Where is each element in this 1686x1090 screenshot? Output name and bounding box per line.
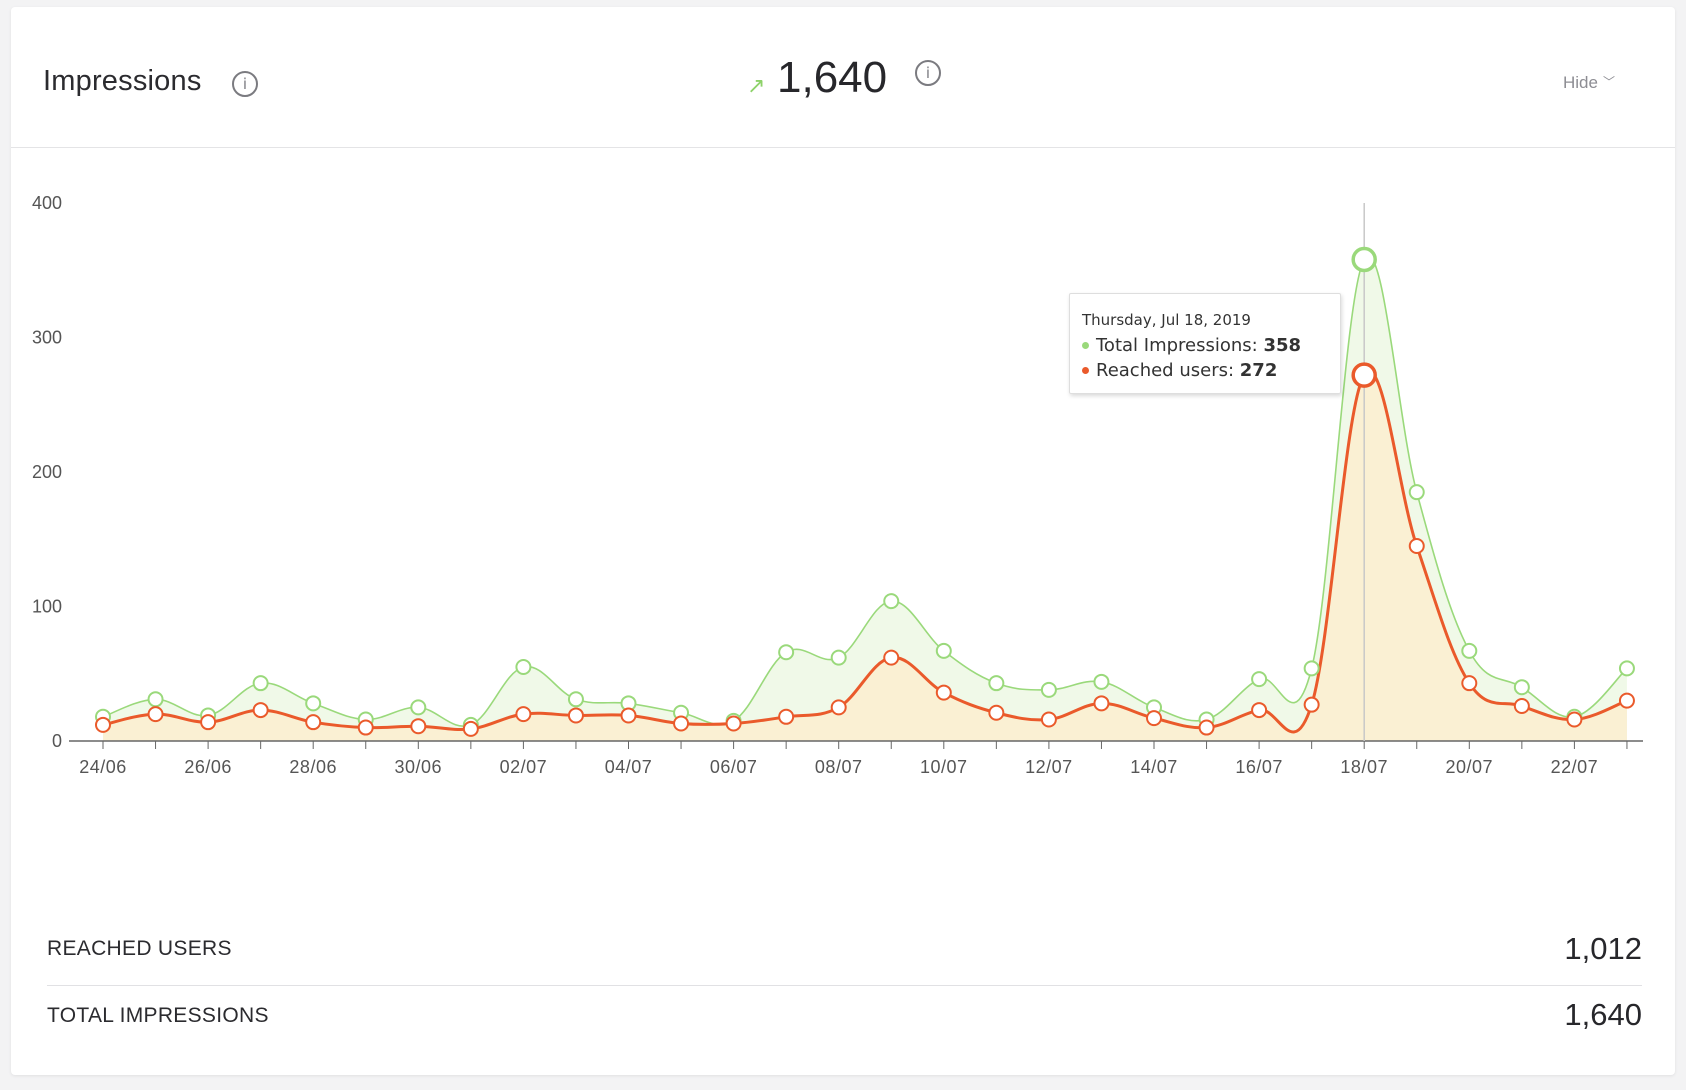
y-tick-label: 400 <box>32 193 62 213</box>
total-impressions-point[interactable] <box>988 675 1005 692</box>
impressions-chart: 0 100 200 300 400 24/06 26/06 28/06 30/06 02/07 0… <box>32 193 1643 777</box>
series-area <box>103 371 1627 741</box>
total-impressions-point[interactable] <box>1408 484 1425 501</box>
reached-users-point[interactable] <box>305 714 322 731</box>
card-header: Impressions i ↗ 1,640 i Hide ﹀ <box>11 7 1675 148</box>
reached-users-point[interactable] <box>1618 692 1635 709</box>
x-tick-label: 20/07 <box>1446 757 1494 777</box>
total-impressions-point[interactable] <box>1351 246 1377 273</box>
info-icon[interactable]: i <box>232 71 258 97</box>
total-impressions-point[interactable] <box>515 659 532 676</box>
reached-users-point[interactable] <box>1093 695 1110 712</box>
y-tick-label: 0 <box>52 731 62 751</box>
total-dot-icon <box>1082 342 1089 349</box>
tooltip-reached-label: Reached users: <box>1096 360 1235 381</box>
tooltip-total-value: 358 <box>1263 335 1302 356</box>
reached-users-point[interactable] <box>147 706 164 723</box>
total-impressions-point[interactable] <box>252 675 269 692</box>
reached-users-point[interactable] <box>1461 675 1478 692</box>
reached-users-point[interactable] <box>1040 711 1057 728</box>
total-impressions-point[interactable] <box>1040 681 1057 698</box>
reached-users-point[interactable] <box>252 702 269 719</box>
tooltip-date: Thursday, Jul 18, 2019 <box>1082 311 1251 329</box>
x-tick-label: 28/06 <box>289 757 337 777</box>
reached-users-point[interactable] <box>1198 719 1215 736</box>
total-value: 1,640 <box>777 53 888 102</box>
tooltip-reached-value: 272 <box>1239 360 1278 381</box>
total-impressions-point[interactable] <box>1251 671 1268 688</box>
x-tick-label: 24/06 <box>79 757 127 777</box>
y-tick-label: 300 <box>32 328 62 348</box>
reached-users-point[interactable] <box>620 707 637 724</box>
y-tick-label: 200 <box>32 462 62 482</box>
total-impressions-point[interactable] <box>1618 660 1635 677</box>
reached-users-label: REACHED USERS <box>47 937 232 960</box>
x-tick-label: 18/07 <box>1340 757 1388 777</box>
trend-up-icon: ↗ <box>747 73 766 98</box>
total-impressions-point[interactable] <box>1093 673 1110 690</box>
x-tick-label: 14/07 <box>1130 757 1178 777</box>
tooltip-reached-row: Reached users: 272 <box>1082 358 1340 383</box>
total-impressions-point[interactable] <box>1461 642 1478 659</box>
reached-users-point[interactable] <box>1566 711 1583 728</box>
reached-users-point[interactable] <box>673 715 690 732</box>
x-tick-label: 22/07 <box>1551 757 1599 777</box>
x-tick-label: 26/06 <box>184 757 232 777</box>
total-impressions-point[interactable] <box>830 649 847 666</box>
reached-users-point[interactable] <box>1251 702 1268 719</box>
x-tick-label: 04/07 <box>605 757 653 777</box>
reached-users-point[interactable] <box>357 719 374 736</box>
total-impressions-point[interactable] <box>778 644 795 661</box>
y-tick-label: 100 <box>32 597 62 617</box>
hide-button[interactable]: Hide ﹀ <box>1563 73 1615 93</box>
total-impressions-value: 1,640 <box>1564 997 1642 1032</box>
reached-users-point[interactable] <box>1408 537 1425 554</box>
x-tick-label: 16/07 <box>1235 757 1283 777</box>
reached-users-point[interactable] <box>200 714 217 731</box>
impressions-card: Impressions i ↗ 1,640 i Hide ﹀ 0 100 200 300… <box>11 7 1675 1075</box>
x-tick-label: 10/07 <box>920 757 968 777</box>
reached-users-point[interactable] <box>830 699 847 716</box>
reached-users-point[interactable] <box>410 718 427 735</box>
total-impressions-point[interactable] <box>1513 679 1530 696</box>
total-impressions-point[interactable] <box>935 642 952 659</box>
reached-users-point[interactable] <box>1146 710 1162 727</box>
reached-users-point[interactable] <box>725 715 742 732</box>
x-tick-label: 06/07 <box>710 757 758 777</box>
tooltip-total-row: Total Impressions: 358 <box>1082 333 1340 358</box>
total-impressions-point[interactable] <box>567 691 584 708</box>
reached-users-point[interactable] <box>1351 362 1377 388</box>
reached-users-point[interactable] <box>1513 698 1530 715</box>
total-impressions-point[interactable] <box>1303 660 1320 677</box>
reached-users-point[interactable] <box>935 684 952 701</box>
x-tick-label: 12/07 <box>1025 757 1073 777</box>
x-tick-label: 02/07 <box>500 757 548 777</box>
reached-dot-icon <box>1082 367 1089 374</box>
reached-users-point[interactable] <box>462 720 479 737</box>
reached-users-point[interactable] <box>95 716 111 733</box>
reached-users-point[interactable] <box>778 708 795 725</box>
reached-users-point[interactable] <box>567 707 584 724</box>
total-impressions-point[interactable] <box>883 593 900 610</box>
reached-users-point[interactable] <box>1303 696 1320 713</box>
x-tick-label: 08/07 <box>815 757 863 777</box>
total-info-icon[interactable]: i <box>915 60 941 86</box>
reached-users-point[interactable] <box>988 704 1005 721</box>
total-impressions-point[interactable] <box>410 699 427 716</box>
x-tick-label: 30/06 <box>395 757 443 777</box>
reached-users-value: 1,012 <box>1564 931 1642 966</box>
chevron-down-icon: ﹀ <box>1602 75 1615 89</box>
total-impressions-row: TOTAL IMPRESSIONS 1,640 <box>47 987 1642 1059</box>
reached-users-point[interactable] <box>515 706 532 723</box>
total-impressions-point[interactable] <box>147 691 164 708</box>
chart-tooltip: Thursday, Jul 18, 2019 Total Impressions… <box>1069 293 1341 394</box>
tooltip-total-label: Total Impressions: <box>1096 335 1258 356</box>
total-impressions-point[interactable] <box>305 695 322 712</box>
reached-users-row: REACHED USERS 1,012 <box>47 913 1642 986</box>
hide-label: Hide <box>1563 73 1598 92</box>
total-impressions-label: TOTAL IMPRESSIONS <box>47 1004 269 1027</box>
reached-users-point[interactable] <box>883 649 900 666</box>
card-title: Impressions <box>43 65 202 97</box>
